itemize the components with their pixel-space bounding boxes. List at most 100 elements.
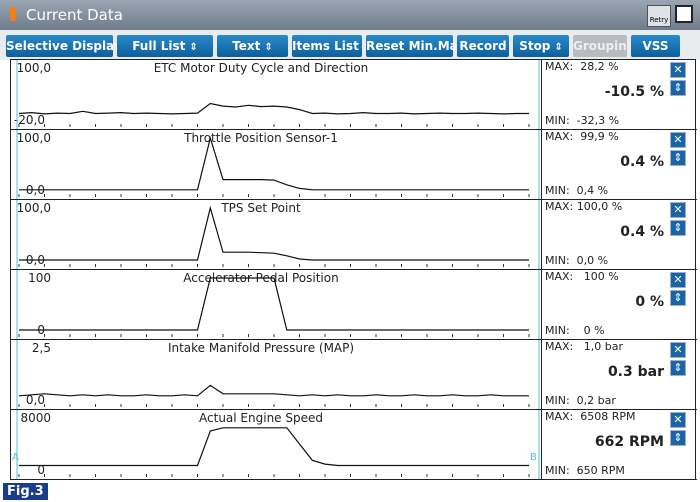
graph-panel: 100,0 -20,0 ETC Motor Duty Cycle and Direc… [11, 60, 697, 130]
toolbar-button[interactable]: Record [457, 35, 509, 57]
min-value: MIN: 0,0 % [545, 254, 609, 267]
graph-area: 100,0 -20,0 ETC Motor Duty Cycle and Direc… [10, 59, 697, 480]
move-button[interactable]: ⇕ [670, 220, 686, 236]
min-value: MIN: 0 % [545, 324, 605, 337]
trace-line [19, 205, 529, 261]
max-value: MAX: 28,2 % [545, 60, 619, 73]
window-button[interactable] [675, 5, 693, 23]
toolbar-button[interactable]: Full List ⇕ [117, 35, 213, 57]
value-info: MAX: 28,2 % -10.5 % MIN: -32,3 % [541, 60, 668, 129]
panel-title: ETC Motor Duty Cycle and Direction [154, 61, 369, 75]
graph-panel: 100 0 Accelerator Pedal Position MAX: 100 %… [11, 270, 697, 340]
min-value: MIN: 0,4 % [545, 184, 609, 197]
current-value: 662 RPM [594, 434, 664, 450]
button-label: Text [232, 39, 261, 53]
trace-line [18, 102, 529, 115]
value-info: MAX: 100,0 % 0.4 % MIN: 0,0 % [541, 200, 668, 269]
value-info: MAX: 6508 RPM 662 RPM MIN: 650 RPM [541, 410, 668, 479]
y-max-label: 8000 [20, 411, 51, 425]
current-value: 0 % [635, 294, 664, 310]
dropdown-arrow: ⇕ [264, 42, 273, 53]
button-label: Selective Display [6, 39, 122, 53]
panel-title: Throttle Position Sensor-1 [183, 131, 338, 145]
button-label: Items List [292, 39, 359, 53]
close-button[interactable]: ✕ [670, 202, 686, 218]
graph-panel: 2,5 0,0 Intake Manifold Pressure (MAP) MAX:… [11, 340, 697, 410]
cursor-label: A [12, 452, 19, 463]
trace-line [19, 427, 529, 467]
cursor-label: B [530, 452, 537, 463]
min-value: MIN: -32,3 % [545, 114, 620, 127]
move-button[interactable]: ⇕ [670, 290, 686, 306]
close-button[interactable]: ✕ [670, 272, 686, 288]
graph-panel: 100,0 0,0 TPS Set Point MAX: 100,0 % 0.4 % MI… [11, 200, 697, 270]
current-value: 0.4 % [620, 224, 664, 240]
value-info: MAX: 100 % 0 % MIN: 0 % [541, 270, 668, 339]
toolbar-button[interactable]: VSS [631, 35, 680, 57]
panel-title: Actual Engine Speed [199, 411, 323, 425]
toolbar-button[interactable]: Stop ⇕ [513, 35, 569, 57]
move-button[interactable]: ⇕ [670, 360, 686, 376]
button-label: VSS [642, 39, 669, 53]
y-max-label: 100,0 [17, 201, 51, 215]
figure-label: Fig.3 [3, 483, 48, 500]
y-min-label: -20,0 [14, 113, 45, 127]
panel-title: Intake Manifold Pressure (MAP) [168, 341, 354, 355]
button-label: Record [459, 39, 507, 53]
max-value: MAX: 99,9 % [545, 130, 619, 143]
panel-title: TPS Set Point [220, 201, 301, 215]
toolbar-button[interactable]: Items List⇕ [292, 35, 371, 57]
dropdown-arrow: ⇕ [189, 42, 198, 53]
current-value: -10.5 % [604, 84, 664, 100]
y-max-label: 100 [28, 271, 51, 285]
trace-line [19, 277, 529, 331]
close-button[interactable]: ✕ [670, 342, 686, 358]
trace-line [19, 135, 529, 191]
retry-button[interactable]: Retry [647, 5, 671, 27]
close-button[interactable]: ✕ [670, 412, 686, 428]
button-label: Reset Min.Max [366, 39, 466, 53]
trace-plot: 2,5 0,0 Intake Manifold Pressure (MAP) [16, 340, 540, 409]
toolbar: Selective Display⇕Full List⇕Text⇕Items L… [0, 30, 700, 60]
y-max-label: 2,5 [32, 341, 51, 355]
max-value: MAX: 1,0 bar [545, 340, 623, 353]
button-label: Grouping [573, 39, 636, 53]
dropdown-arrow: ⇕ [554, 42, 563, 53]
graph-panel: 8000 0 Actual Engine Speed A B MAX: 6508 RPM 6… [11, 410, 697, 480]
app-icon [10, 7, 16, 21]
value-info: MAX: 1,0 bar 0.3 bar MIN: 0,2 bar [541, 340, 668, 409]
toolbar-button[interactable]: Reset Min.Max [366, 35, 466, 57]
toolbar-button[interactable]: Text ⇕ [217, 35, 288, 57]
max-value: MAX: 6508 RPM [545, 410, 636, 423]
move-button[interactable]: ⇕ [670, 150, 686, 166]
y-max-label: 100,0 [17, 131, 51, 145]
button-label: Full List [132, 39, 186, 53]
toolbar-button[interactable]: Selective Display⇕ [6, 35, 134, 57]
current-value: 0.3 bar [607, 364, 664, 380]
value-info: MAX: 99,9 % 0.4 % MIN: 0,4 % [541, 130, 668, 199]
min-value: MIN: 0,2 bar [545, 394, 616, 407]
max-value: MAX: 100,0 % [545, 200, 623, 213]
graph-panel: 100,0 0,0 Throttle Position Sensor-1 MAX: 9… [11, 130, 697, 200]
max-value: MAX: 100 % [545, 270, 619, 283]
y-min-label: 0 [37, 463, 45, 477]
trace-plot: 100,0 -20,0 ETC Motor Duty Cycle and Direc… [14, 60, 540, 129]
min-value: MIN: 650 RPM [545, 464, 625, 477]
title-bar: Current Data Retry [0, 0, 700, 30]
window-title: Current Data [26, 6, 123, 24]
toolbar-button[interactable]: Grouping [573, 35, 635, 57]
trace-plot: 8000 0 Actual Engine Speed A B [12, 410, 540, 479]
current-value: 0.4 % [620, 154, 664, 170]
move-button[interactable]: ⇕ [670, 80, 686, 96]
button-label: Stop [519, 39, 551, 53]
y-min-label: 0,0 [26, 393, 45, 407]
close-button[interactable]: ✕ [670, 132, 686, 148]
move-button[interactable]: ⇕ [670, 430, 686, 446]
trace-line [18, 384, 529, 397]
y-max-label: 100,0 [17, 61, 51, 75]
close-button[interactable]: ✕ [670, 62, 686, 78]
